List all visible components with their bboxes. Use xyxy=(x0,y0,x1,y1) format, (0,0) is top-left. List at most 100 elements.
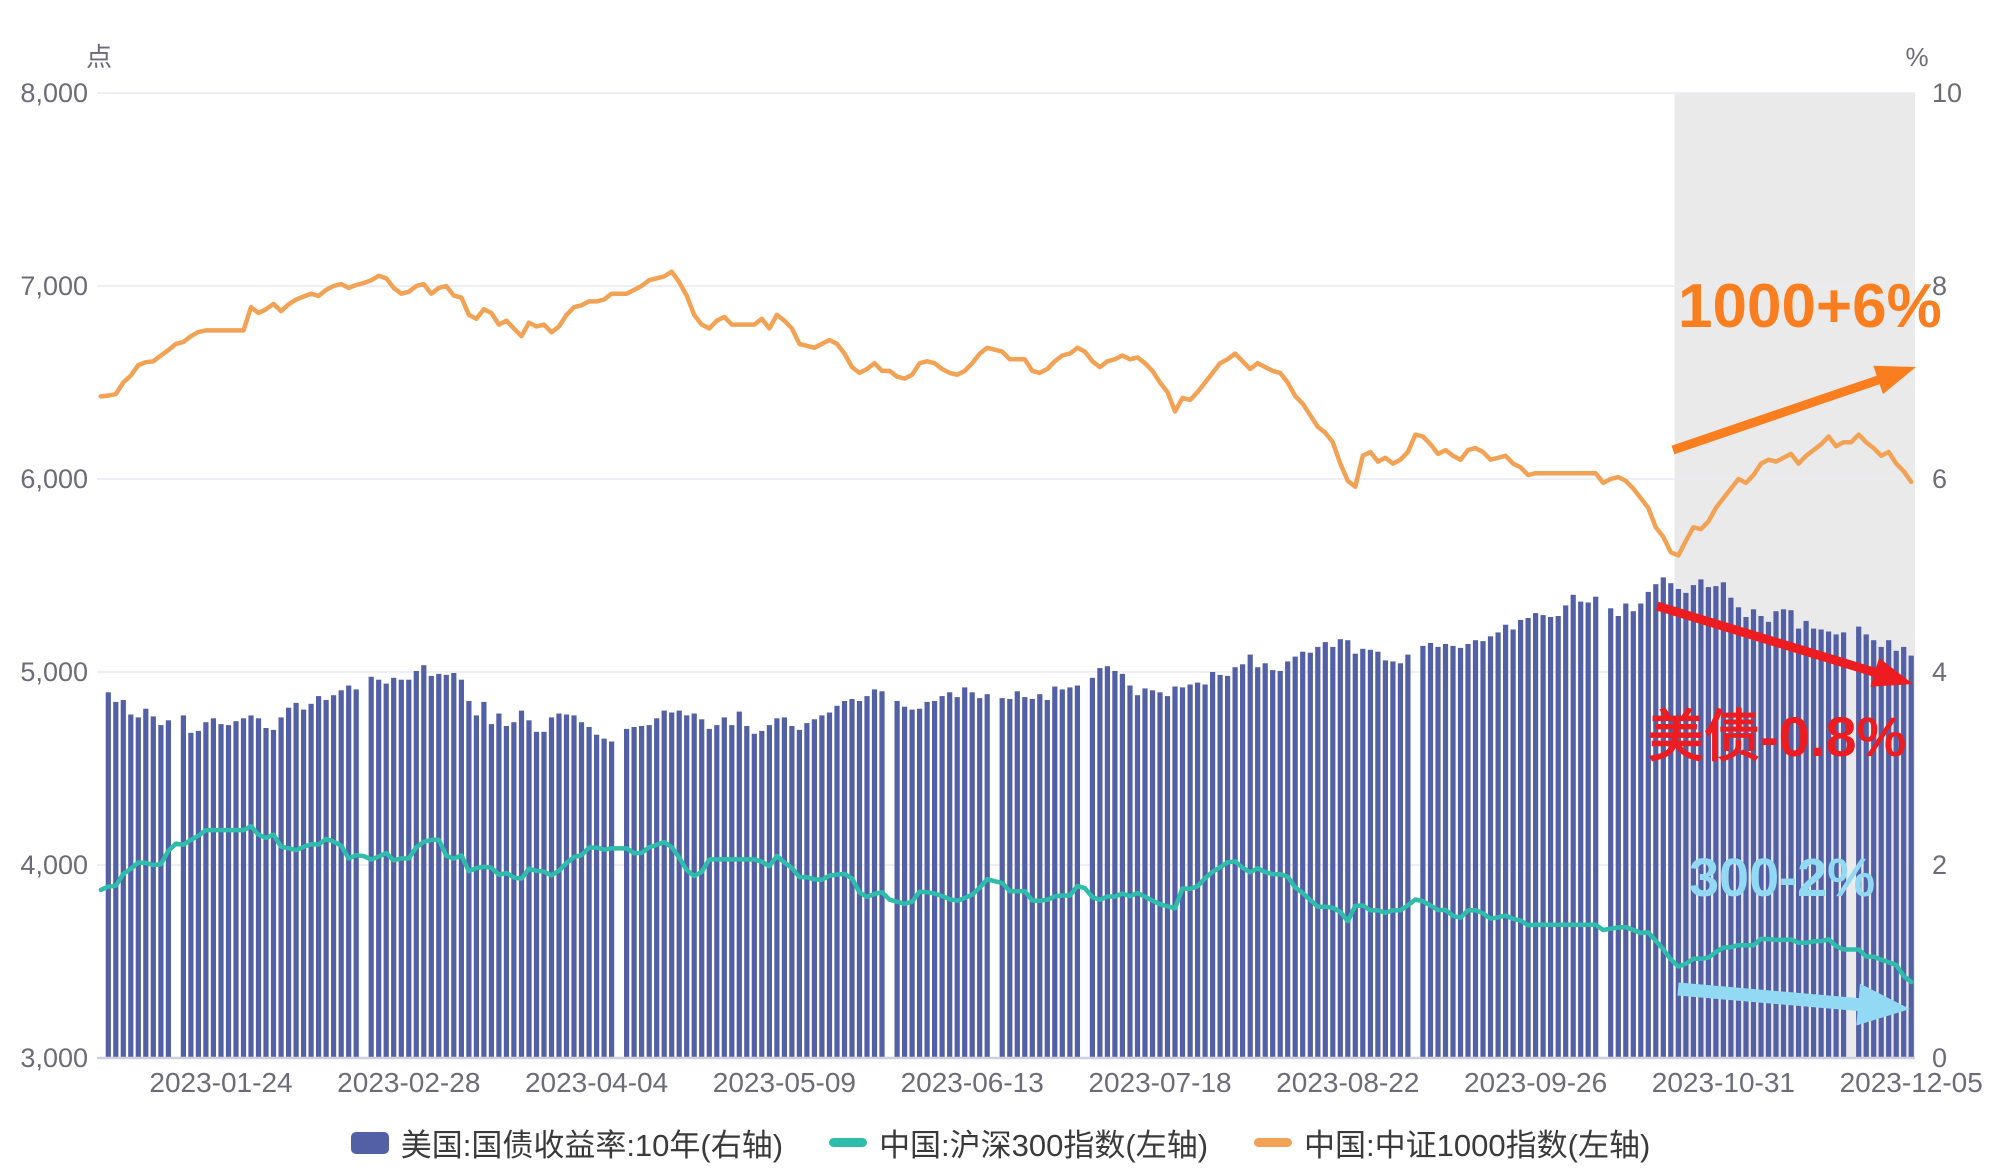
bar xyxy=(969,692,975,1058)
bar xyxy=(1533,613,1539,1058)
bar xyxy=(1713,586,1719,1058)
bar xyxy=(654,718,660,1058)
bar xyxy=(1315,646,1321,1058)
left-axis-tick: 8,000 xyxy=(20,78,88,108)
left-axis-tick: 7,000 xyxy=(20,271,88,301)
bar xyxy=(1863,634,1869,1058)
bar xyxy=(917,708,923,1058)
bar xyxy=(1164,696,1171,1058)
legend-label-csi300: 中国:沪深300指数(左轴) xyxy=(879,1128,1209,1163)
bar xyxy=(1503,624,1509,1058)
bar xyxy=(932,701,938,1058)
bar xyxy=(706,728,712,1058)
bar xyxy=(1127,685,1133,1058)
bar xyxy=(1307,652,1313,1058)
x-axis-tick: 2023-12-05 xyxy=(1840,1067,1983,1098)
bar xyxy=(391,677,397,1058)
bar xyxy=(601,738,607,1058)
csi1000-line xyxy=(98,269,1914,558)
bar xyxy=(1405,654,1411,1058)
legend-item-us10y[interactable]: 美国:国债收益率:10年(右轴) xyxy=(350,1120,783,1165)
bar xyxy=(263,728,269,1058)
legend-item-csi300[interactable]: 中国:沪深300指数(左轴) xyxy=(829,1120,1208,1165)
bar xyxy=(1811,628,1817,1058)
bar xyxy=(316,696,322,1058)
bar xyxy=(578,722,585,1058)
bar xyxy=(1668,583,1674,1058)
bar xyxy=(120,700,126,1058)
left-axis-tick: 6,000 xyxy=(20,464,88,494)
bar xyxy=(691,713,697,1058)
bar xyxy=(1886,640,1892,1058)
bar xyxy=(894,701,900,1058)
left-axis-tick: 3,000 xyxy=(20,1043,88,1073)
bar xyxy=(135,717,141,1058)
annotation-ust-change: 美债-0.8% xyxy=(1648,601,1913,768)
bar xyxy=(1908,655,1914,1058)
bar xyxy=(301,709,307,1058)
bar xyxy=(1465,644,1471,1058)
bar xyxy=(203,722,209,1058)
legend-swatch-csi1000 xyxy=(1254,1138,1293,1147)
bar xyxy=(458,679,464,1058)
bar xyxy=(1705,587,1711,1058)
bar xyxy=(646,725,652,1058)
bar xyxy=(1750,609,1757,1058)
bar xyxy=(1893,650,1899,1058)
legend-label-csi1000: 中国:中证1000指数(左轴) xyxy=(1304,1128,1651,1163)
bar xyxy=(218,724,224,1058)
bar xyxy=(1653,584,1659,1058)
bar xyxy=(188,732,194,1058)
bar xyxy=(789,726,795,1058)
annotation-csi300-change: 300-2% xyxy=(1677,848,1910,1026)
bar xyxy=(1427,643,1434,1058)
bar xyxy=(436,673,442,1058)
bar xyxy=(1119,673,1125,1058)
bar xyxy=(1780,609,1787,1058)
x-axis-tick: 2023-02-28 xyxy=(337,1067,480,1098)
bar xyxy=(1337,639,1343,1058)
bar xyxy=(1555,616,1561,1058)
bar xyxy=(1067,687,1073,1058)
bar xyxy=(669,712,675,1058)
bar xyxy=(1029,699,1035,1058)
bar xyxy=(1292,656,1298,1058)
left-axis-tick: 5,000 xyxy=(20,657,88,687)
bar xyxy=(1578,601,1584,1058)
bar xyxy=(451,673,457,1058)
bar xyxy=(609,741,615,1058)
bar xyxy=(1833,634,1839,1058)
bar xyxy=(503,726,509,1058)
right-axis-tick: 4 xyxy=(1932,657,1947,687)
bar xyxy=(1022,697,1028,1058)
bar xyxy=(631,727,637,1058)
axis-labels: 8,0007,0006,0005,0004,0003,0001086420202… xyxy=(20,78,1982,1098)
bar xyxy=(1112,671,1118,1058)
annotation-text-csi1000-gain: 1000+6% xyxy=(1678,272,1942,341)
annotation-text-ust-change: 美债-0.8% xyxy=(1648,705,1906,768)
bar xyxy=(383,683,389,1058)
bar xyxy=(766,725,772,1058)
bar xyxy=(714,725,720,1058)
bar xyxy=(1457,647,1464,1058)
bar xyxy=(624,728,630,1058)
bar xyxy=(1796,628,1802,1058)
legend-item-csi1000[interactable]: 中国:中证1000指数(左轴) xyxy=(1254,1120,1650,1165)
bar xyxy=(1630,611,1636,1058)
bar xyxy=(1743,617,1749,1058)
bar xyxy=(1901,646,1907,1058)
bar xyxy=(406,679,412,1058)
bar xyxy=(1202,684,1208,1058)
bar xyxy=(1510,629,1516,1058)
bar xyxy=(1728,597,1734,1058)
bar xyxy=(180,715,186,1058)
right-axis-tick: 0 xyxy=(1932,1043,1947,1073)
bar xyxy=(594,734,600,1058)
bar xyxy=(856,701,863,1058)
bar xyxy=(1690,585,1696,1058)
bar xyxy=(1871,640,1877,1058)
x-axis-tick: 2023-05-09 xyxy=(713,1067,856,1098)
bar xyxy=(1698,579,1704,1058)
bar xyxy=(1435,646,1441,1058)
bar xyxy=(1472,640,1479,1058)
